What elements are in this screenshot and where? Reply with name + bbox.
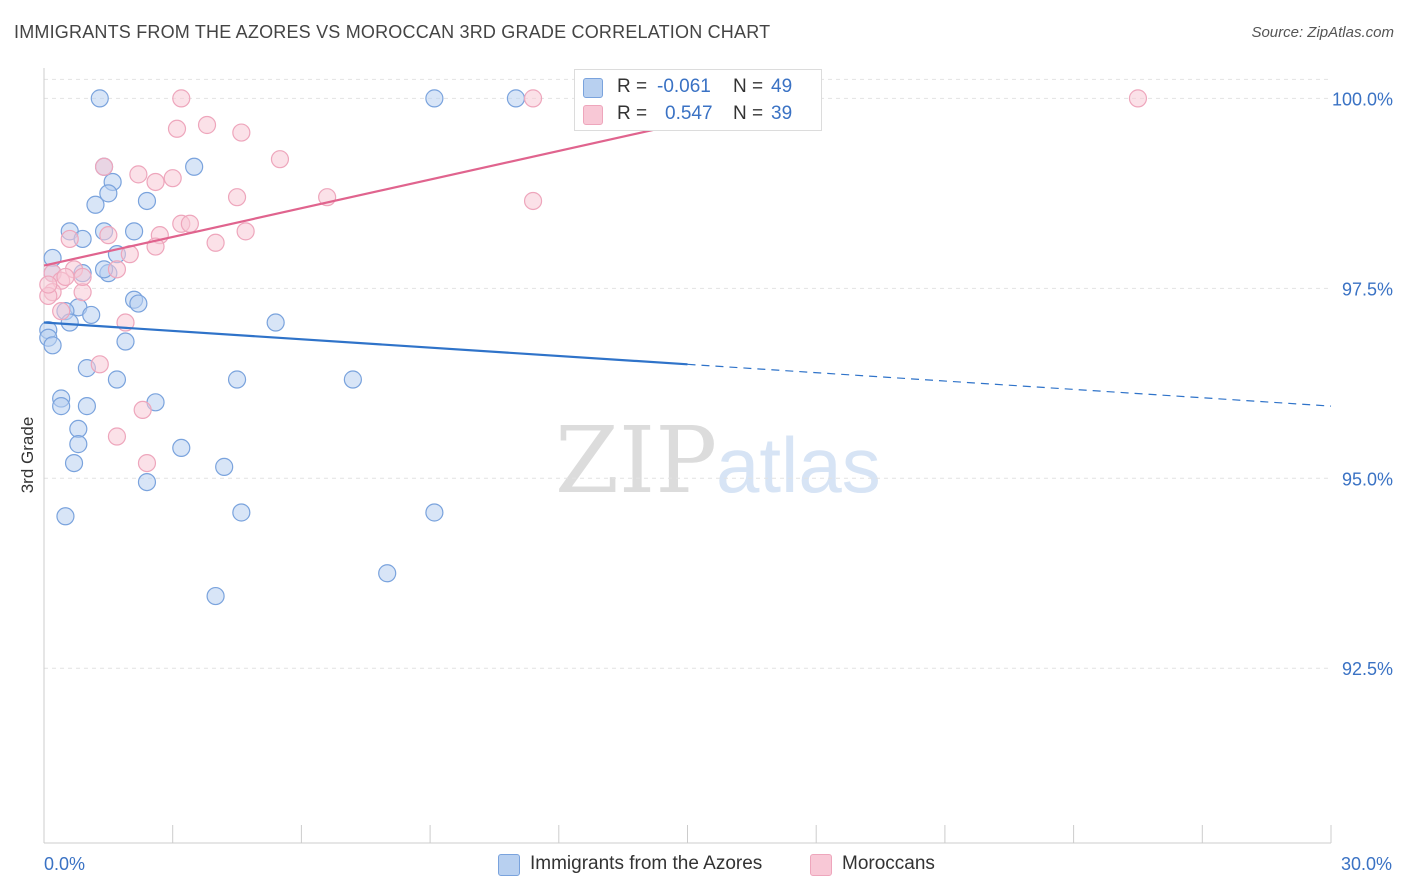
moroccans-point (180, 214, 199, 233)
n-value: 49 (771, 76, 793, 97)
moroccans-point (90, 355, 109, 374)
azores-point (215, 457, 234, 476)
azores-point (116, 332, 135, 351)
azores-point (506, 89, 526, 108)
azores-point (52, 397, 71, 416)
azores-point (343, 370, 362, 389)
moroccans-point (197, 115, 217, 135)
azores-point (425, 89, 444, 108)
azores-point (77, 397, 97, 416)
azores-point (107, 370, 127, 389)
x-tick-label: 30.0% (1341, 854, 1392, 874)
azores-point (266, 313, 285, 332)
x-tick-label: 0.0% (44, 854, 85, 874)
moroccans-point (163, 169, 182, 188)
azores-trend-extension (687, 363, 1332, 407)
moroccans-point (94, 157, 114, 176)
moroccans-point (99, 226, 118, 245)
moroccans-point (1128, 89, 1148, 108)
moroccans-point (232, 123, 251, 142)
moroccans-point (107, 427, 127, 446)
moroccans-point (73, 267, 92, 287)
moroccans-point (523, 89, 543, 108)
azores-point (185, 157, 204, 176)
moroccans-point (167, 119, 187, 138)
moroccans-legend-swatch (810, 854, 832, 876)
azores-point (129, 294, 148, 313)
moroccans-point (39, 275, 58, 294)
r-label: R = (617, 103, 648, 124)
azores-point (64, 453, 84, 473)
azores-point (43, 336, 62, 355)
azores-point (90, 89, 109, 108)
n-label: N = (733, 103, 764, 124)
y-tick-label: 92.5% (1342, 659, 1393, 679)
n-value: 39 (771, 103, 793, 124)
azores-point (227, 370, 247, 389)
azores-point (206, 586, 225, 606)
moroccans-point (73, 283, 92, 302)
r-label: R = (617, 76, 648, 97)
y-tick-label: 97.5% (1342, 279, 1393, 299)
stats-legend: R = -0.061 N = 49 R = 0.547 N = 39 (574, 69, 822, 131)
azores-trend-line (43, 321, 688, 366)
azores-point (86, 195, 105, 214)
azores-point (69, 419, 88, 439)
moroccans-point (129, 165, 148, 184)
moroccans-point (146, 172, 165, 192)
moroccans-point (206, 233, 225, 252)
azores-legend-swatch (498, 854, 520, 876)
azores-point (137, 472, 157, 492)
moroccans-point (56, 267, 75, 287)
r-value: 0.547 (665, 103, 713, 124)
azores-point (137, 191, 157, 211)
moroccans-point (133, 400, 152, 420)
y-tick-label: 100.0% (1332, 89, 1393, 109)
azores-swatch (583, 78, 603, 98)
azores-point (124, 222, 144, 241)
azores-legend-label: Immigrants from the Azores (530, 853, 763, 874)
azores-point (425, 503, 444, 522)
azores-point (82, 305, 101, 325)
moroccans-legend-label: Moroccans (842, 853, 935, 874)
azores-point (378, 564, 397, 583)
moroccans-point (137, 453, 157, 473)
r-value: -0.061 (657, 76, 711, 97)
azores-point (69, 435, 88, 454)
azores-point (232, 503, 251, 522)
moroccans-point (60, 229, 79, 249)
chart-title: IMMIGRANTS FROM THE AZORES VS MOROCCAN 3… (14, 22, 771, 42)
moroccans-point (52, 302, 71, 321)
azores-point (56, 507, 75, 526)
watermark-atlas: atlas (716, 421, 881, 509)
moroccans-point (227, 188, 247, 207)
moroccans-point (236, 222, 255, 241)
y-tick-label: 95.0% (1342, 469, 1393, 489)
moroccans-point (107, 260, 127, 279)
source-credit: Source: ZipAtlas.com (1251, 24, 1394, 41)
moroccans-point (270, 150, 290, 169)
azores-point (99, 184, 118, 203)
moroccans-point (172, 89, 191, 108)
n-label: N = (733, 76, 764, 97)
watermark-zip: ZIP (555, 407, 717, 514)
azores-point (172, 438, 191, 458)
moroccans-point (523, 191, 543, 211)
moroccans-swatch (583, 105, 603, 125)
